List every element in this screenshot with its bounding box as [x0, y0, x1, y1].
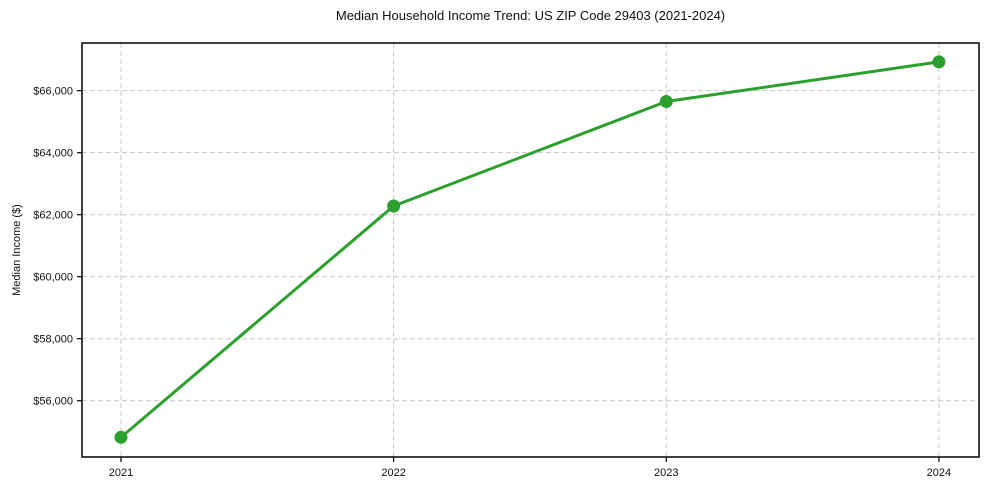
y-tick-label: $56,000 [33, 396, 73, 408]
y-tick-label: $62,000 [33, 210, 73, 222]
x-tick-label: 2024 [927, 467, 951, 479]
data-point [932, 55, 946, 69]
data-point [114, 430, 128, 444]
plot-border [81, 42, 980, 458]
y-tick-label: $64,000 [33, 148, 73, 160]
y-tick-label: $60,000 [33, 272, 73, 284]
y-tick-label: $66,000 [33, 86, 73, 98]
x-tick-label: 2021 [109, 467, 133, 479]
x-tick-label: 2023 [654, 467, 678, 479]
data-point [387, 199, 401, 213]
chart-title: Median Household Income Trend: US ZIP Co… [335, 8, 726, 23]
y-tick-label: $58,000 [33, 334, 73, 346]
x-tick-label: 2022 [381, 467, 405, 479]
data-point [659, 95, 673, 109]
trend-line [119, 60, 941, 439]
